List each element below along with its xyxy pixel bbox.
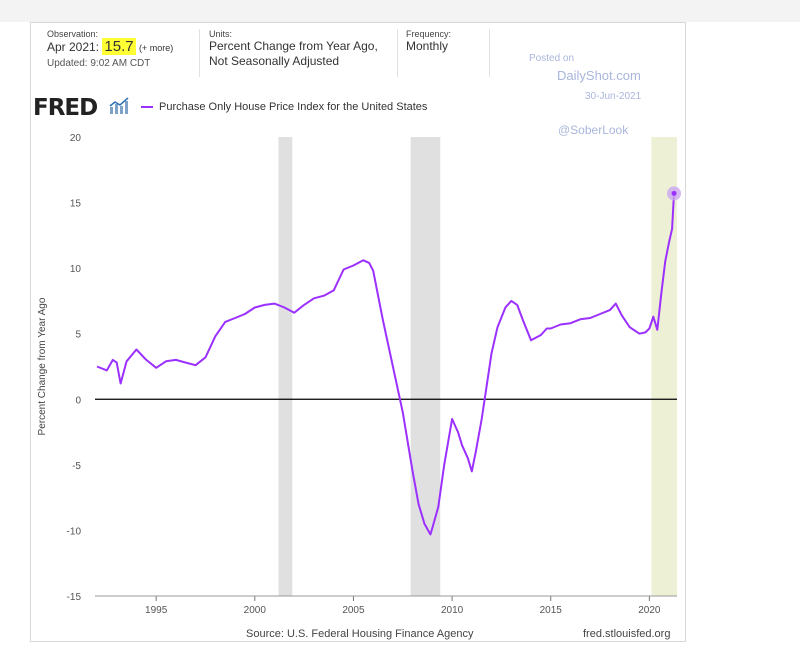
chart-source-url[interactable]: fred.stlouisfed.org bbox=[583, 628, 671, 640]
units-line-2: Not Seasonally Adjusted bbox=[209, 54, 340, 68]
y-tick-label: 10 bbox=[70, 264, 82, 275]
fred-graph-frame: Observation: Apr 2021: 15.7 (+ more) Upd… bbox=[30, 22, 686, 642]
units-block: Units: Percent Change from Year Ago, Not… bbox=[209, 29, 378, 69]
recession-band bbox=[278, 137, 293, 596]
x-tick-label: 2000 bbox=[244, 605, 267, 616]
fred-logo: FRED bbox=[33, 95, 98, 121]
x-tick-label: 2015 bbox=[540, 605, 563, 616]
top-strip bbox=[0, 0, 800, 22]
watermark-site: DailyShot.com bbox=[557, 68, 641, 83]
frequency-value: Monthly bbox=[406, 39, 449, 53]
frequency-block: Frequency: Monthly bbox=[406, 29, 451, 54]
y-tick-label: -5 bbox=[72, 461, 81, 472]
info-divider bbox=[397, 29, 398, 77]
observation-value: 15.7 bbox=[102, 38, 136, 55]
y-tick-label: 5 bbox=[75, 330, 81, 341]
observation-header: Observation: bbox=[47, 29, 99, 39]
fred-chart-icon bbox=[109, 97, 129, 114]
units-line-1: Percent Change from Year Ago, bbox=[209, 39, 378, 53]
legend-swatch bbox=[141, 106, 153, 109]
y-axis-label: Percent Change from Year Ago bbox=[37, 297, 48, 435]
x-tick-label: 2020 bbox=[638, 605, 661, 616]
observation-updated: Updated: 9:02 AM CDT bbox=[47, 58, 151, 69]
y-tick-label: -10 bbox=[67, 526, 82, 537]
observation-more-link[interactable]: (+ more) bbox=[138, 43, 174, 53]
chart-source: Source: U.S. Federal Housing Finance Age… bbox=[246, 628, 474, 640]
last-point-marker bbox=[671, 190, 677, 196]
units-header: Units: bbox=[209, 29, 233, 39]
info-divider bbox=[489, 29, 490, 77]
x-tick-label: 1995 bbox=[145, 605, 168, 616]
line-chart: -15 -10 -5 0 5 10 15 20 1995 2000 2005 2010 2015 2020… bbox=[37, 133, 682, 616]
observation-line: Apr 2021: 15.7 (+ more) bbox=[47, 38, 174, 56]
y-tick-label: 15 bbox=[70, 199, 82, 210]
series-line bbox=[96, 193, 675, 536]
observation-date: Apr 2021: bbox=[47, 40, 100, 54]
watermark-posted: Posted on bbox=[529, 53, 575, 64]
frequency-header: Frequency: bbox=[406, 29, 452, 39]
observation-block: Observation: Apr 2021: 15.7 (+ more) Upd… bbox=[47, 29, 173, 71]
info-divider bbox=[199, 29, 200, 77]
chart-legend: Purchase Only House Price Index for the … bbox=[141, 101, 427, 113]
y-tick-label: -15 bbox=[67, 592, 82, 603]
x-tick-label: 2005 bbox=[342, 605, 365, 616]
legend-label: Purchase Only House Price Index for the … bbox=[159, 101, 428, 113]
y-tick-label: 20 bbox=[70, 133, 82, 144]
watermark-handle: @SoberLook bbox=[558, 123, 629, 137]
x-tick-label: 2010 bbox=[441, 605, 464, 616]
y-tick-label: 0 bbox=[75, 395, 81, 406]
watermark-date: 30-Jun-2021 bbox=[585, 91, 642, 102]
